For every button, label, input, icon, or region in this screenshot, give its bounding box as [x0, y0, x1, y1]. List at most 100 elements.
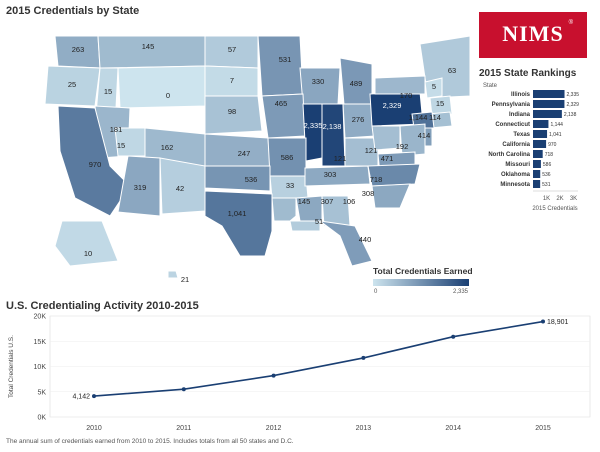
legend-gradient	[373, 279, 469, 286]
data-label-last: 18,901	[547, 319, 569, 326]
data-point[interactable]	[541, 319, 545, 324]
state-value-label: 471	[381, 154, 394, 163]
state-shape[interactable]	[371, 125, 401, 151]
state-value-label: 718	[370, 175, 383, 184]
us-choropleth-map[interactable]: 263 145 57 25 15 0 7 531 330 489 63 98 465 2,335 2,138…	[0, 16, 475, 284]
nims-logo: NIMS ®	[479, 12, 587, 58]
state-rankings-chart[interactable]: State Illinois 2,335 Pennsylvania 2,329 India…	[478, 80, 590, 225]
state-shape[interactable]	[319, 220, 373, 267]
state-shape[interactable]	[424, 77, 443, 99]
state-shape[interactable]	[304, 165, 371, 187]
x-tick-label: 2010	[86, 425, 102, 432]
state-value-label: 145	[298, 197, 311, 206]
data-point[interactable]	[451, 334, 456, 339]
x-tick-label: 2012	[266, 425, 282, 432]
y-tick-label: 15K	[34, 339, 47, 346]
state-shape[interactable]	[204, 190, 273, 257]
state-value-label: 330	[312, 77, 325, 86]
ranking-value-label: 1,041	[549, 132, 562, 138]
state-value-label: 10	[84, 249, 92, 258]
state-value-label: 247	[238, 149, 251, 158]
state-value-label: 536	[245, 175, 258, 184]
state-value-labels: 263 145 57 25 15 0 7 531 330 489 63 98 465 2,335 2,138…	[68, 42, 456, 284]
state-shape[interactable]	[117, 155, 161, 217]
state-shape[interactable]	[371, 183, 411, 209]
ranking-axis-tick: 2K	[556, 196, 563, 202]
ranking-value-label: 1,144	[550, 122, 563, 128]
data-point[interactable]	[181, 387, 186, 392]
legend-max-label: 2,335	[453, 289, 469, 295]
state-value-label: 1,144	[409, 113, 428, 122]
data-point[interactable]	[361, 355, 366, 360]
ranking-value-label: 970	[548, 142, 557, 148]
ranking-state-name: Minnesota	[500, 182, 530, 188]
state-value-label: 106	[343, 197, 356, 206]
state-value-label: 489	[350, 79, 363, 88]
state-value-label: 586	[281, 153, 294, 162]
ranking-state-name: Pennsylvania	[492, 102, 531, 108]
state-value-label: 414	[418, 131, 431, 140]
activity-line-chart[interactable]: 0K 5K 10K 15K 20K Total Credentials U.S. 2010 2…	[0, 309, 600, 437]
y-tick-label: 10K	[34, 364, 47, 371]
ranking-bar[interactable]	[533, 90, 565, 98]
legend-title: Total Credentials Earned	[373, 266, 473, 276]
ranking-axis-tick: 3K	[570, 196, 577, 202]
y-axis-label: Total Credentials U.S.	[8, 335, 15, 398]
ranking-bar[interactable]	[533, 120, 549, 128]
series-line[interactable]	[93, 320, 544, 397]
state-shape[interactable]	[257, 35, 304, 97]
state-shape[interactable]	[367, 163, 421, 187]
state-shape[interactable]	[204, 165, 271, 192]
state-value-label: 170	[400, 91, 413, 100]
state-shape[interactable]	[204, 95, 263, 135]
state-shape[interactable]	[374, 75, 426, 95]
ranking-state-name: Oklahoma	[501, 172, 531, 178]
state-value-label: 63	[448, 66, 456, 75]
registered-mark: ®	[568, 20, 573, 26]
state-value-label: 303	[324, 170, 337, 179]
state-value-label: 308	[362, 189, 375, 198]
state-value-label: 15	[436, 99, 444, 108]
ranking-bar[interactable]	[533, 100, 565, 108]
data-label-first: 4,142	[72, 394, 90, 401]
ranking-state-name: Missouri	[505, 162, 530, 168]
state-value-label: 5	[432, 82, 436, 91]
ranking-bar[interactable]	[533, 160, 541, 168]
state-shape[interactable]	[429, 95, 453, 117]
data-point[interactable]	[92, 394, 96, 399]
ranking-value-label: 536	[542, 172, 551, 178]
ranking-value-label: 2,329	[566, 102, 579, 108]
ranking-bar[interactable]	[533, 170, 541, 178]
state-value-label: 51	[315, 217, 323, 226]
state-shape[interactable]	[117, 65, 206, 109]
state-shape[interactable]	[411, 111, 435, 129]
state-shape[interactable]	[54, 220, 119, 267]
y-tick-label: 20K	[34, 314, 47, 321]
state-value-label: 2,329	[383, 101, 402, 110]
ranking-state-name: Indiana	[509, 112, 531, 118]
x-tick-label: 2011	[176, 425, 191, 432]
data-point[interactable]	[271, 373, 276, 378]
state-value-label: 15	[117, 141, 125, 150]
ranking-value-label: 531	[542, 182, 551, 188]
logo-text: NIMS	[502, 21, 564, 46]
x-tick-label: 2014	[445, 425, 461, 432]
ranking-bar[interactable]	[533, 130, 548, 138]
state-shape[interactable]	[299, 67, 341, 105]
activity-title: U.S. Credentialing Activity 2010-2015	[6, 300, 199, 312]
ranking-bar[interactable]	[533, 150, 543, 158]
state-value-label: 1,041	[228, 209, 247, 218]
state-value-label: 319	[134, 183, 147, 192]
state-shapes[interactable]	[44, 35, 471, 279]
x-tick-label: 2015	[535, 425, 551, 432]
state-shape[interactable]	[97, 35, 206, 69]
ranking-bar[interactable]	[533, 140, 547, 148]
state-shape[interactable]	[289, 220, 321, 232]
ranking-bar[interactable]	[533, 110, 562, 118]
state-shape[interactable]	[399, 123, 426, 157]
state-value-label: 21	[181, 275, 189, 284]
ranking-bar[interactable]	[533, 180, 541, 188]
state-shape[interactable]	[271, 197, 297, 222]
state-shape[interactable]	[167, 270, 179, 279]
state-value-label: 276	[352, 115, 365, 124]
